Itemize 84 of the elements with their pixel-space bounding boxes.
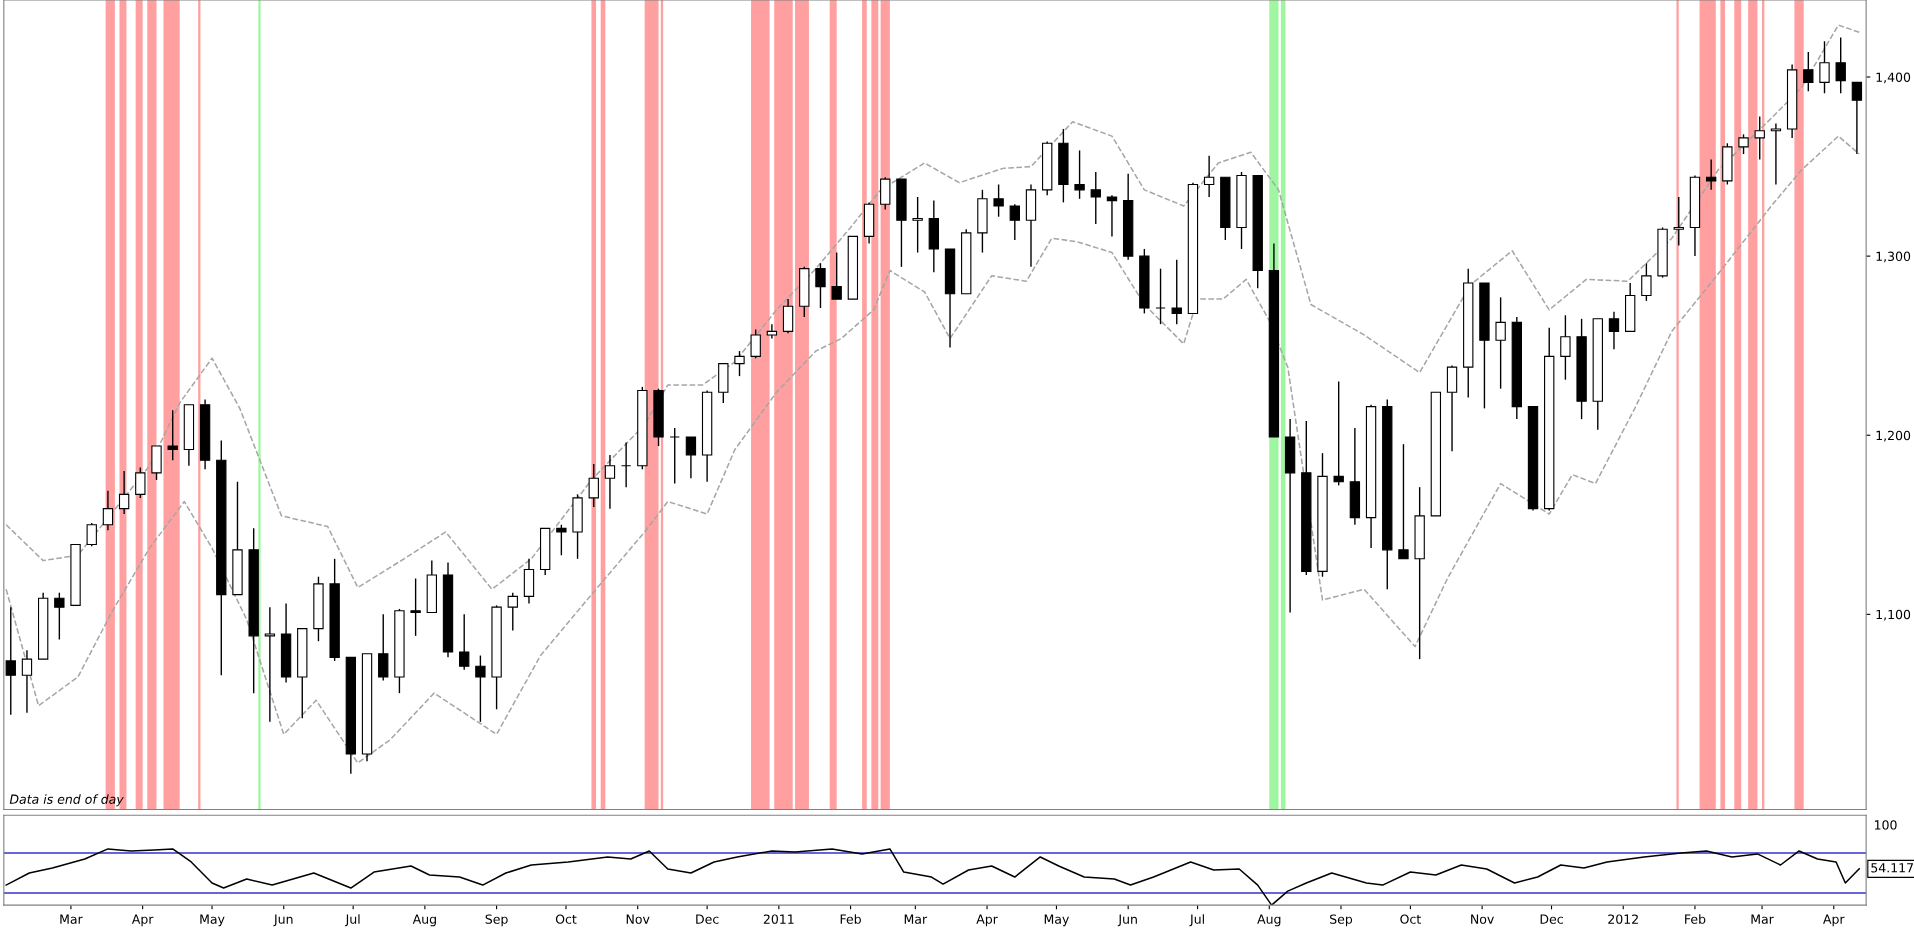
candlestick [620, 441, 632, 488]
annotation: Data is end of day [9, 794, 124, 807]
candlestick [685, 436, 697, 479]
candlestick [475, 654, 486, 723]
candlestick [1705, 158, 1717, 191]
candlestick [459, 613, 470, 671]
candlestick [993, 183, 1004, 218]
candlestick [1560, 314, 1571, 381]
candlestick [1106, 194, 1118, 238]
candlestick [1074, 149, 1085, 200]
x-tick-label: Apr [1823, 914, 1845, 927]
x-tick-label: Nov [626, 914, 650, 924]
candlestick [1495, 296, 1506, 390]
x-tick-label: Mar [60, 914, 83, 924]
x-tick-label: Mar [1751, 914, 1774, 924]
candlestick [1203, 155, 1215, 198]
x-tick-label: 2012 [1608, 914, 1638, 924]
candlestick [507, 592, 518, 632]
candlestick [135, 466, 146, 499]
candlestick [604, 454, 616, 510]
candlestick [1171, 259, 1182, 325]
x-tick-label: Sep [1330, 914, 1353, 927]
x-tick-label: May [1044, 914, 1069, 927]
annotation: 54.117 [1871, 863, 1913, 873]
x-tick-label: 2011 [763, 914, 794, 924]
x-tick-label: Jul [1189, 914, 1204, 927]
candlestick [410, 577, 421, 637]
x-tick-label: Apr [976, 914, 998, 927]
candlestick [669, 427, 680, 485]
y-tick-label: 1,100 [1876, 609, 1911, 621]
candlestick [118, 470, 130, 515]
candlestick [750, 328, 761, 359]
y-tick-label: 1,200 [1876, 430, 1911, 442]
x-tick-label: Dec [1540, 914, 1563, 924]
candlestick [815, 262, 826, 309]
candlestick [556, 524, 567, 556]
x-tick-label: Apr [131, 914, 154, 927]
x-tick-label: Oct [1400, 914, 1421, 924]
y-tick-label: 1,300 [1876, 251, 1911, 263]
x-tick-label: May [200, 914, 225, 927]
candlestick [1009, 203, 1020, 241]
candlestick [734, 350, 745, 377]
candlestick [1608, 310, 1620, 350]
candlestick [86, 522, 97, 547]
candlestick [102, 490, 114, 531]
candlestick [1770, 122, 1782, 186]
line-series [5, 24, 1860, 591]
candlestick [378, 613, 389, 682]
candlestick [1641, 262, 1652, 302]
candlestick [1398, 443, 1409, 560]
x-tick-label: Sep [485, 914, 508, 927]
text: 100 [1874, 820, 1897, 830]
candlestick [5, 606, 16, 716]
x-tick-label: Feb [1685, 914, 1706, 924]
candlestick [588, 463, 599, 508]
candlestick [831, 251, 842, 300]
candlestick [21, 649, 33, 714]
x-tick-label: Oct [555, 914, 577, 924]
x-tick-label: Aug [412, 914, 436, 927]
candlestick [1754, 115, 1765, 161]
candlestick [167, 409, 178, 462]
line-series [5, 135, 1860, 764]
candlestick [1155, 267, 1166, 325]
candlestick [1673, 196, 1684, 247]
x-tick-label: Jun [1117, 914, 1137, 927]
candlestick [766, 323, 778, 340]
candlestick [1090, 171, 1101, 225]
candlestick [264, 606, 276, 723]
candlestick [1333, 380, 1344, 487]
candlestick [54, 592, 65, 641]
x-tick-label: Mar [904, 914, 928, 924]
candlestick [1803, 51, 1814, 93]
candlestick [1835, 36, 1846, 94]
candlestick [1819, 40, 1830, 94]
candlestick [1738, 133, 1749, 155]
x-tick-label: Jul [344, 914, 360, 927]
x-tick-label: Jun [273, 914, 293, 927]
x-tick-label: Dec [696, 914, 719, 924]
y-tick-label: 1,400 [1876, 72, 1911, 84]
x-tick-label: Feb [840, 914, 861, 924]
x-tick-label: Nov [1471, 914, 1494, 924]
candlestick [912, 196, 923, 254]
candlestick [1851, 81, 1863, 155]
x-tick-label: Aug [1257, 914, 1281, 927]
